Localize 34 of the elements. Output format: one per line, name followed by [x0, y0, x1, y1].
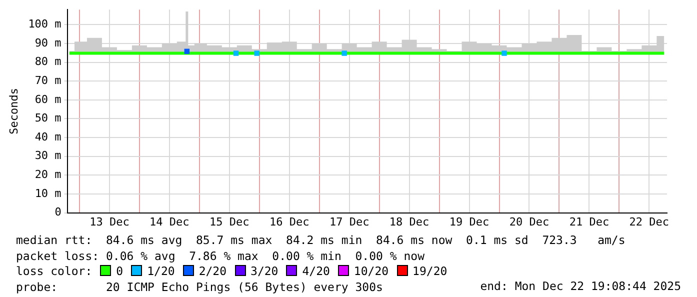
legend-label: 0 — [116, 264, 124, 278]
legend-label: 1/20 — [147, 264, 175, 278]
x-tick-label: 14 Dec — [150, 215, 190, 228]
legend-title: loss color: — [16, 264, 92, 278]
y-tick-label: 80 m — [34, 55, 62, 68]
text: median rtt: 84.6 ms avg 85.7 ms max 84.2 ms min 84.6 ms now 0.1 ms sd 723.3 am/s — [16, 233, 626, 248]
x-tick-label: 16 Dec — [269, 215, 310, 228]
x-tick-label: 21 Dec — [569, 215, 610, 228]
legend-label: 3/20 — [250, 264, 278, 278]
legend-label: 4/20 — [302, 264, 330, 278]
x-tick-label: 17 Dec — [329, 215, 370, 228]
y-axis-title: Seconds — [7, 88, 20, 134]
x-tick-label: 22 Dec — [629, 215, 670, 228]
x-tick-label: 19 Dec — [449, 215, 490, 228]
y-tick-label: 90 m — [34, 36, 62, 50]
y-tick-label: 40 m — [34, 130, 62, 144]
y-tick-label: 0 — [54, 206, 62, 219]
y-tick-label: 30 m — [34, 149, 62, 162]
legend-label: 19/20 — [412, 264, 448, 278]
text: probe: 20 ICMP Echo Pings (56 Bytes) every 300s — [16, 280, 383, 294]
y-tick-label: 20 m — [34, 168, 62, 182]
x-tick-label: 13 Dec — [90, 215, 130, 228]
y-tick-label: 60 m — [34, 92, 62, 106]
text: packet loss: 0.06 % avg 7.86 % max 0.00 % min 0.00 % now — [16, 248, 426, 264]
y-tick-label: 10 m — [34, 186, 62, 200]
legend-label: 2/20 — [198, 264, 227, 278]
legend-label: 10/20 — [354, 264, 389, 278]
x-tick-label: 18 Dec — [389, 215, 430, 228]
y-tick-label: 100 m — [28, 18, 62, 31]
x-tick-label: 15 Dec — [210, 215, 250, 228]
x-tick-label: 20 Dec — [509, 215, 550, 228]
y-tick-label: 50 m — [34, 112, 62, 125]
y-tick-label: 70 m — [34, 74, 62, 87]
text: end: Mon Dec 22 19:08:44 2025 — [480, 279, 681, 293]
